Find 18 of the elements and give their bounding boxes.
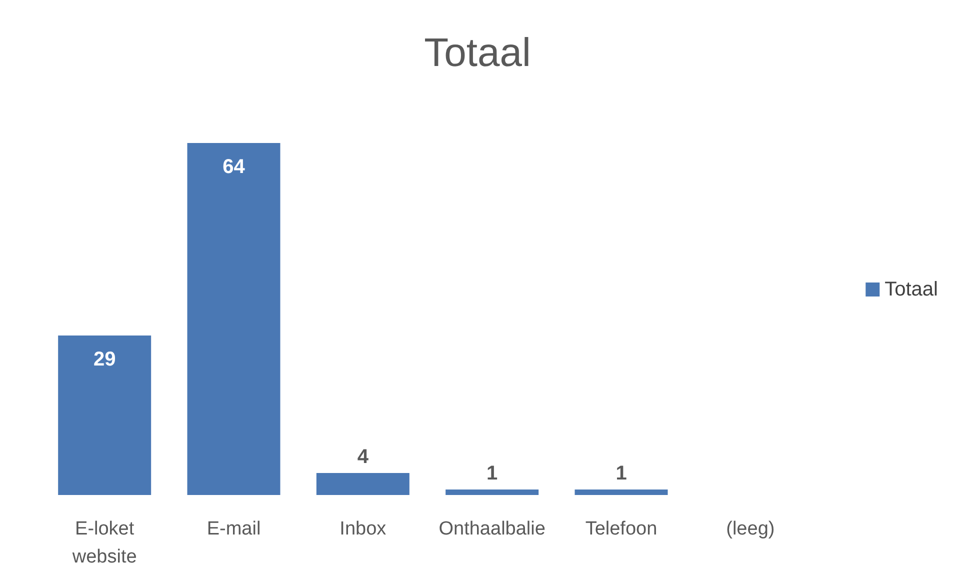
data-label: 29 xyxy=(93,348,116,370)
x-tick-label: Telefoon xyxy=(585,518,658,540)
data-label: 64 xyxy=(222,156,246,178)
bar xyxy=(187,143,280,495)
chart-title: Totaal xyxy=(424,31,531,75)
bar xyxy=(446,490,539,495)
x-tick-label: Inbox xyxy=(340,518,387,540)
bar xyxy=(574,490,668,495)
bar xyxy=(58,336,152,495)
bar xyxy=(316,473,410,495)
data-label: 4 xyxy=(357,446,370,468)
x-tick-label: E-mail xyxy=(206,518,261,540)
x-tick-label: Onthaalbalie xyxy=(438,518,546,540)
legend-label: Totaal xyxy=(884,278,938,300)
x-tick-label: (leeg) xyxy=(726,518,775,540)
x-tick-label: E-loket website xyxy=(71,518,137,568)
data-label: 1 xyxy=(486,462,498,484)
data-label: 1 xyxy=(616,462,627,484)
